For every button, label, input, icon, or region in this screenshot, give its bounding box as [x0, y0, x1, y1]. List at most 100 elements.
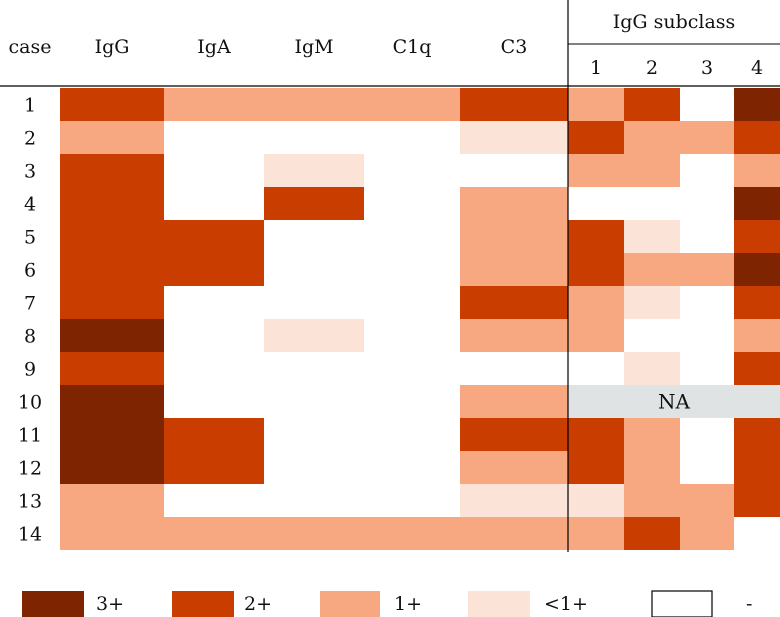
cell-case1-1 — [568, 88, 624, 121]
cell-case6-igm — [264, 253, 364, 286]
legend-label: - — [746, 593, 752, 615]
cell-case6-c3 — [460, 253, 568, 286]
cell-case7-1 — [568, 286, 624, 319]
cell-case12-igm — [264, 451, 364, 484]
cell-case11-2 — [624, 418, 680, 451]
cell-case3-iga — [164, 154, 264, 187]
cell-case4-iga — [164, 187, 264, 220]
cell-case10-iga — [164, 385, 264, 418]
cell-case3-c1q — [364, 154, 460, 187]
cell-case13-iga — [164, 484, 264, 517]
cell-case5-c3 — [460, 220, 568, 253]
cell-case4-c1q — [364, 187, 460, 220]
column-header-3: 3 — [701, 57, 713, 79]
row-header-label: case — [9, 36, 52, 58]
cell-case14-c3 — [460, 517, 568, 550]
cell-case9-4 — [734, 352, 780, 385]
cell-case8-1 — [568, 319, 624, 352]
cell-case8-c3 — [460, 319, 568, 352]
cell-case11-iga — [164, 418, 264, 451]
na-label: NA — [658, 390, 691, 414]
cell-case9-c1q — [364, 352, 460, 385]
row-label: 6 — [24, 260, 36, 282]
row-label: 9 — [24, 359, 36, 381]
cell-case5-c1q — [364, 220, 460, 253]
cell-case13-c1q — [364, 484, 460, 517]
cell-case7-igg — [60, 286, 164, 319]
column-header-1: 1 — [590, 57, 602, 79]
cell-case8-igg — [60, 319, 164, 352]
cell-case10-igm — [264, 385, 364, 418]
cell-case4-1 — [568, 187, 624, 220]
cell-case4-4 — [734, 187, 780, 220]
cell-case9-iga — [164, 352, 264, 385]
cell-case7-c1q — [364, 286, 460, 319]
cell-case3-c3 — [460, 154, 568, 187]
column-header-igg: IgG — [95, 36, 130, 58]
cell-case14-3 — [680, 517, 734, 550]
cell-case1-3 — [680, 88, 734, 121]
row-label: 5 — [24, 227, 36, 249]
cell-case9-c3 — [460, 352, 568, 385]
cell-case10-igg — [60, 385, 164, 418]
cell-case11-igm — [264, 418, 364, 451]
legend-label: 3+ — [96, 593, 124, 615]
cell-case13-4 — [734, 484, 780, 517]
cell-case9-igg — [60, 352, 164, 385]
cell-case8-2 — [624, 319, 680, 352]
cell-case14-iga — [164, 517, 264, 550]
row-label: 2 — [24, 128, 36, 150]
cell-case5-iga — [164, 220, 264, 253]
cell-case14-1 — [568, 517, 624, 550]
cell-case9-2 — [624, 352, 680, 385]
cell-case6-3 — [680, 253, 734, 286]
cell-case13-igg — [60, 484, 164, 517]
cell-case4-3 — [680, 187, 734, 220]
row-label: 1 — [24, 95, 36, 117]
cell-case5-igg — [60, 220, 164, 253]
cell-case12-c1q — [364, 451, 460, 484]
cell-case11-4 — [734, 418, 780, 451]
cell-case11-c1q — [364, 418, 460, 451]
legend-swatch-1plus — [320, 591, 380, 617]
cell-case3-4 — [734, 154, 780, 187]
row-label: 14 — [18, 524, 42, 546]
cell-case2-igg — [60, 121, 164, 154]
cell-case9-1 — [568, 352, 624, 385]
cell-case5-1 — [568, 220, 624, 253]
cell-case6-iga — [164, 253, 264, 286]
cell-case14-igm — [264, 517, 364, 550]
cell-case11-1 — [568, 418, 624, 451]
legend-label: <1+ — [544, 593, 588, 615]
legend-swatch-none — [651, 590, 713, 617]
legend-swatch-lt1plus — [468, 591, 530, 617]
row-label: 13 — [18, 491, 42, 513]
cell-case2-igm — [264, 121, 364, 154]
cell-case12-2 — [624, 451, 680, 484]
cell-case8-iga — [164, 319, 264, 352]
cell-case14-2 — [624, 517, 680, 550]
cell-case7-iga — [164, 286, 264, 319]
cell-case12-iga — [164, 451, 264, 484]
cell-case9-3 — [680, 352, 734, 385]
cell-case1-iga — [164, 88, 264, 121]
cell-case12-igg — [60, 451, 164, 484]
cell-case1-c3 — [460, 88, 568, 121]
cell-case2-iga — [164, 121, 264, 154]
legend-label: 1+ — [394, 593, 422, 615]
row-label: 11 — [18, 425, 42, 447]
cell-case5-3 — [680, 220, 734, 253]
row-label: 10 — [18, 392, 42, 414]
cell-case2-1 — [568, 121, 624, 154]
cell-case6-2 — [624, 253, 680, 286]
cell-case2-c1q — [364, 121, 460, 154]
cell-case7-c3 — [460, 286, 568, 319]
row-label: 7 — [24, 293, 36, 315]
cell-case10-c3 — [460, 385, 568, 418]
cell-case1-c1q — [364, 88, 460, 121]
cell-case6-igg — [60, 253, 164, 286]
cell-case1-2 — [624, 88, 680, 121]
cell-case14-c1q — [364, 517, 460, 550]
